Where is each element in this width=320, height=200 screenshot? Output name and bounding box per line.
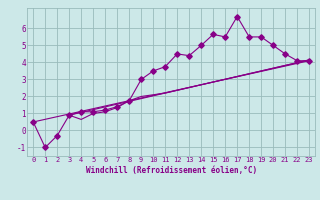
X-axis label: Windchill (Refroidissement éolien,°C): Windchill (Refroidissement éolien,°C) bbox=[86, 166, 257, 175]
